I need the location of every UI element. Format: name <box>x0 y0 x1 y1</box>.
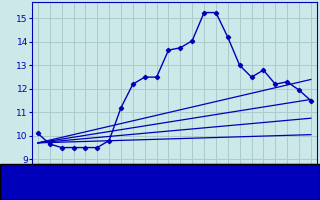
X-axis label: Graphe des températures (°c): Graphe des températures (°c) <box>92 177 257 187</box>
